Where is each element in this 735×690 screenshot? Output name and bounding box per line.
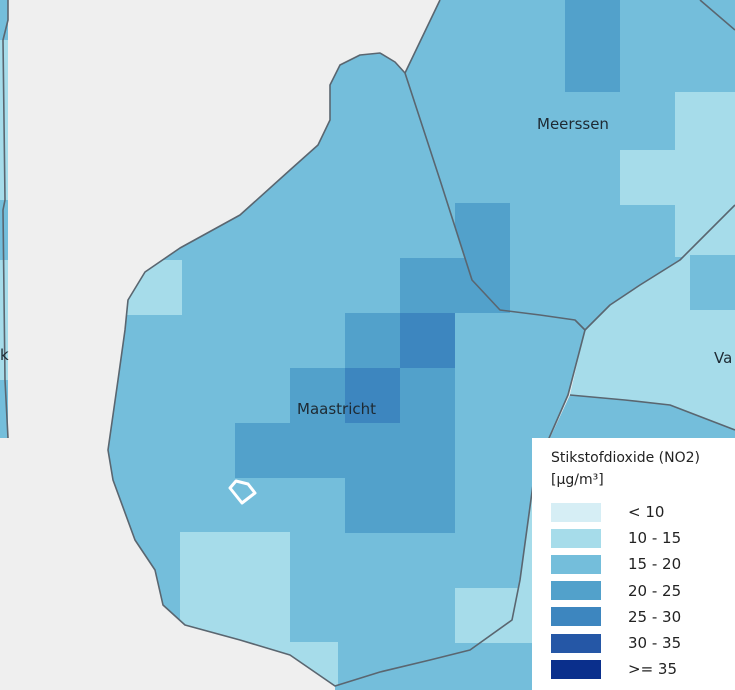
map-legend: Stikstofdioxide (NO2) [µg/m³] < 10 10 - … (532, 438, 735, 690)
place-label-partial-west: k (0, 346, 9, 364)
legend-swatch-ge35 (551, 659, 601, 679)
legend-item-lt10: < 10 (551, 499, 735, 525)
legend-item-25-30: 25 - 30 (551, 604, 735, 630)
legend-swatch-10-15 (551, 528, 601, 548)
legend-label-30-35: 30 - 35 (628, 634, 682, 653)
legend-label-20-25: 20 - 25 (628, 581, 682, 600)
legend-swatch-20-25 (551, 581, 601, 601)
boundary-east (569, 394, 735, 431)
legend-item-10-15: 10 - 15 (551, 525, 735, 551)
boundary-meerssen (404, 0, 735, 331)
legend-swatch-25-30 (551, 607, 601, 627)
place-label-partial-east: Va (714, 349, 732, 367)
legend-title: Stikstofdioxide (NO2) [µg/m³] (551, 450, 701, 488)
legend-item-30-35: 30 - 35 (551, 630, 735, 656)
legend-label-15-20: 15 - 20 (628, 555, 682, 574)
legend-item-ge35: >= 35 (551, 656, 735, 682)
boundary-west-strip (2, 0, 9, 439)
legend-label-10-15: 10 - 15 (628, 529, 682, 548)
legend-swatch-lt10 (551, 502, 601, 522)
legend-label-25-30: 25 - 30 (628, 607, 682, 626)
legend-swatch-30-35 (551, 633, 601, 653)
legend-label-ge35: >= 35 (628, 660, 677, 679)
legend-swatch-15-20 (551, 554, 601, 574)
legend-label-lt10: < 10 (628, 503, 665, 522)
place-label-maastricht: Maastricht (297, 400, 376, 418)
location-marker-outline-icon[interactable] (228, 479, 257, 505)
legend-items: < 10 10 - 15 15 - 20 20 - 25 25 - 30 30 … (551, 499, 735, 682)
legend-item-20-25: 20 - 25 (551, 578, 735, 604)
boundary-maastricht (107, 52, 586, 687)
legend-item-15-20: 15 - 20 (551, 551, 735, 577)
place-label-meerssen: Meerssen (537, 115, 609, 133)
